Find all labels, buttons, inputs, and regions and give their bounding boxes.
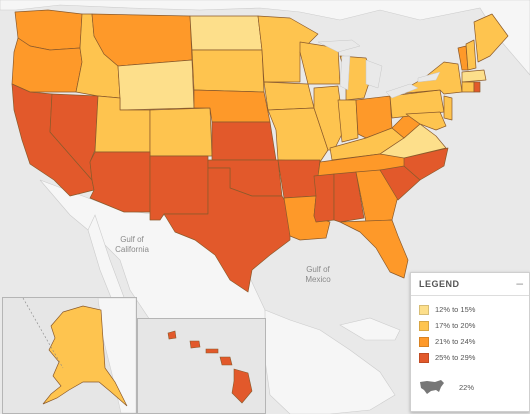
great-lakes (317, 39, 441, 99)
state-new-mexico[interactable] (149, 155, 209, 221)
state-indiana[interactable] (337, 99, 359, 143)
state-california[interactable] (11, 83, 95, 197)
legend-header: LEGEND – (411, 273, 529, 296)
us-states (11, 9, 509, 293)
state-new-jersey[interactable] (443, 95, 453, 121)
state-south-dakota[interactable] (191, 49, 265, 93)
alaska-inset-map (22, 297, 137, 414)
state-connecticut[interactable] (461, 81, 475, 93)
legend-item-label: 25% to 29% (435, 353, 476, 362)
state-new-hampshire[interactable] (465, 39, 477, 71)
state-alaska[interactable] (42, 305, 128, 407)
state-arkansas[interactable] (277, 159, 321, 199)
state-north-carolina[interactable] (403, 147, 449, 181)
state-hawaii-oahu[interactable] (189, 340, 201, 349)
legend-item-label: 17% to 20% (435, 321, 476, 330)
legend-item-label: 21% to 24% (435, 337, 476, 346)
state-north-dakota[interactable] (189, 15, 263, 51)
state-minnesota[interactable] (257, 15, 319, 83)
state-mississippi[interactable] (313, 173, 335, 223)
state-rhode-island[interactable] (473, 81, 481, 93)
hawaii-inset-map (167, 330, 253, 404)
minus-icon[interactable]: – (516, 276, 523, 290)
us-map-icon (420, 380, 444, 394)
state-florida[interactable] (339, 219, 409, 279)
state-texas[interactable] (163, 167, 291, 293)
state-hawaii-maui[interactable] (219, 356, 233, 366)
state-maine[interactable] (473, 13, 509, 63)
gulf-california-label-line2: California (115, 245, 149, 254)
national-average-label: 22% (459, 383, 475, 392)
state-hawaii-big-island[interactable] (231, 368, 253, 404)
state-hawaii-kauai[interactable] (167, 330, 177, 340)
state-kansas[interactable] (211, 121, 277, 161)
state-colorado[interactable] (149, 107, 213, 157)
state-hawaii-molokai[interactable] (205, 348, 219, 354)
legend-swatch (419, 305, 429, 315)
gulf-mexico-label-line2: Mexico (305, 275, 331, 284)
state-maryland[interactable] (405, 111, 447, 131)
legend-swatch (419, 337, 429, 347)
legend-title: LEGEND (419, 279, 460, 289)
hawaii-inset (137, 318, 266, 414)
legend-swatch (419, 321, 429, 331)
state-massachusetts[interactable] (461, 69, 487, 83)
gulf-california-label-line1: Gulf of (120, 235, 144, 244)
state-iowa[interactable] (263, 81, 315, 111)
gulf-mexico-label-line1: Gulf of (306, 265, 330, 274)
legend-panel: LEGEND – 12% to 15% 17% to 20% 21% to 24… (410, 272, 530, 412)
legend-item-label: 12% to 15% (435, 305, 476, 314)
state-wyoming[interactable] (117, 59, 195, 111)
state-alabama[interactable] (333, 171, 365, 223)
alaska-inset (2, 297, 137, 414)
legend-swatch (419, 353, 429, 363)
